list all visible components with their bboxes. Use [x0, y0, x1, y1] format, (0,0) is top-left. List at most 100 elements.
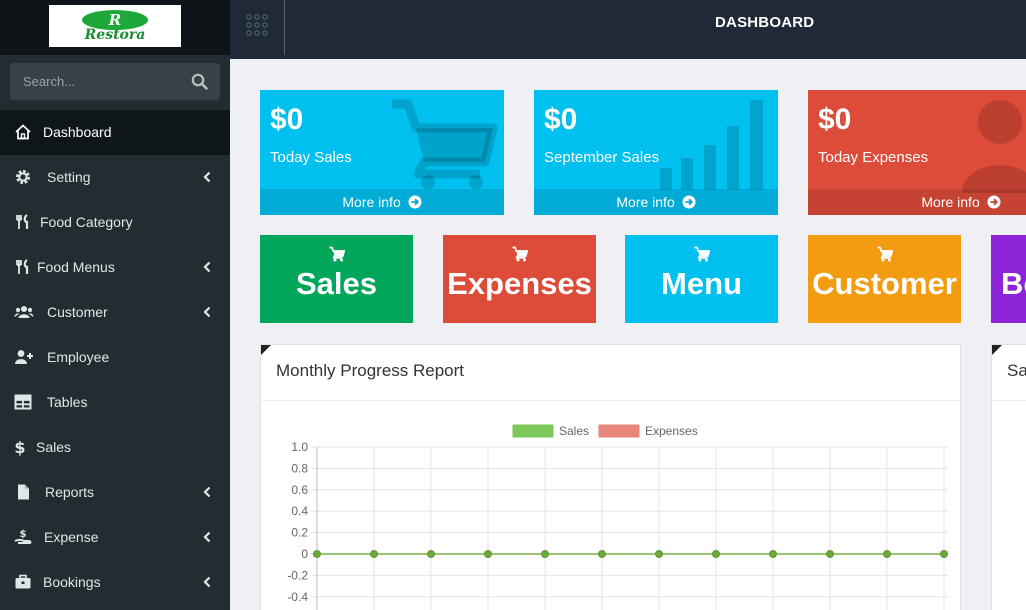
legend-swatch-0: [512, 424, 554, 438]
y-tick-label: -0.4: [287, 590, 308, 604]
cart-icon: [329, 246, 345, 262]
stat-label: September Sales: [544, 149, 660, 166]
y-tick-label: 0.8: [291, 461, 308, 475]
more-info-link[interactable]: More info: [260, 189, 504, 215]
data-point: [769, 550, 777, 558]
apps-grid-icon[interactable]: [244, 12, 270, 38]
card-title: Sa: [1007, 361, 1026, 380]
card-title: Monthly Progress Report: [276, 361, 465, 380]
y-tick-label: -0.2: [287, 568, 308, 582]
chevron-left-icon: [203, 576, 211, 588]
sidebar-item-label: Bookings: [43, 574, 101, 590]
card-corner-marker: [261, 345, 271, 355]
data-point: [370, 550, 378, 558]
data-point: [883, 550, 891, 558]
tile-label: Sales: [295, 266, 377, 301]
card-divider: [261, 400, 960, 401]
logo[interactable]: R Restora: [49, 5, 181, 47]
cart-icon: [694, 246, 710, 262]
more-info-label: More info: [342, 194, 401, 210]
sidebar-item-expense[interactable]: $ Expense: [0, 515, 230, 560]
page-title: DASHBOARD: [715, 14, 815, 31]
search-box: [10, 63, 220, 100]
sidebar-item-employee[interactable]: Employee: [0, 335, 230, 380]
tile-bookings[interactable]: Bo: [991, 235, 1026, 323]
sidebar-item-label: Food Category: [40, 214, 133, 230]
data-point: [826, 550, 834, 558]
sidebar-item-label: Reports: [45, 484, 95, 500]
cutlery-icon: [16, 214, 29, 229]
hand-money-icon: $: [14, 529, 32, 544]
stat-amount: $0: [270, 103, 304, 136]
legend-label-0: Sales: [559, 424, 589, 438]
more-info-link[interactable]: More info: [808, 189, 1026, 215]
sidebar-item-tables[interactable]: Tables: [0, 380, 230, 425]
briefcase-icon: [15, 574, 31, 589]
sidebar-item-customer[interactable]: Customer: [0, 290, 230, 335]
stat-today-expenses: $0 Today Expenses More info: [808, 90, 1026, 215]
sidebar-item-label: Dashboard: [43, 124, 112, 140]
stat-amount: $0: [818, 103, 852, 136]
sidebar-item-dashboard[interactable]: Dashboard: [0, 110, 230, 155]
stat-label: Today Sales: [270, 149, 352, 166]
y-tick-label: 0.6: [291, 483, 308, 497]
table-icon: [14, 394, 32, 410]
tile-menu[interactable]: Menu: [625, 235, 778, 323]
sidebar-menu: Dashboard Setting Food Category Food Men…: [0, 110, 230, 605]
sidebar-item-label: Setting: [47, 169, 91, 185]
chevron-left-icon: [203, 486, 211, 498]
sidebar: R Restora Dashboard Setting Food Categor…: [0, 0, 230, 610]
card-corner-marker: [992, 345, 1002, 355]
bar-chart-icon: [660, 100, 763, 190]
sidebar-item-setting[interactable]: Setting: [0, 155, 230, 200]
cart-icon: [392, 99, 498, 189]
sidebar-item-bookings[interactable]: Bookings: [0, 560, 230, 605]
tile-sales[interactable]: Sales: [260, 235, 413, 323]
more-info-link[interactable]: More info: [534, 189, 778, 215]
y-tick-label: 1.0: [291, 440, 308, 454]
arrow-circle-right-icon: [682, 195, 696, 209]
tile-label: Bo: [1001, 266, 1026, 301]
card-divider: [992, 400, 1026, 401]
data-point: [484, 550, 492, 558]
logo-text: Restora: [84, 26, 146, 43]
file-icon: [18, 484, 29, 500]
tile-customer[interactable]: Customer: [808, 235, 961, 323]
tile-expenses[interactable]: Expenses: [443, 235, 596, 323]
cutlery-icon: [16, 259, 29, 274]
data-point: [655, 550, 663, 558]
stat-month-sales: $0 September Sales More info: [534, 90, 778, 215]
sidebar-item-label: Customer: [47, 304, 108, 320]
search-input[interactable]: [10, 63, 185, 100]
home-icon: [15, 124, 31, 140]
sidebar-item-food-menus[interactable]: Food Menus: [0, 245, 230, 290]
search-icon[interactable]: [191, 73, 208, 90]
stat-label: Today Expenses: [818, 149, 929, 166]
sidebar-item-label: Employee: [47, 349, 110, 365]
tile-label: Menu: [661, 266, 742, 301]
data-point: [940, 550, 948, 558]
sidebar-item-sales[interactable]: $ Sales: [0, 425, 230, 470]
y-tick-label: 0.2: [291, 526, 308, 540]
chevron-left-icon: [203, 171, 211, 183]
cart-icon: [877, 246, 893, 262]
svg-text:$: $: [20, 529, 27, 540]
stat-today-sales: $0 Today Sales More info: [260, 90, 504, 215]
monthly-progress-chart: Sales Expenses 1.0 0.8 0.6 0.4 0.2 0 -0.2 -0.4: [287, 424, 948, 610]
sidebar-item-food-category[interactable]: Food Category: [0, 200, 230, 245]
tile-label: Expenses: [447, 266, 592, 301]
sidebar-item-label: Tables: [47, 394, 88, 410]
data-point: [541, 550, 549, 558]
legend-label-1: Expenses: [645, 424, 698, 438]
top-header: DASHBOARD: [230, 0, 1026, 59]
svg-text:$: $: [14, 438, 25, 456]
y-tick-label: 0: [301, 547, 308, 561]
chevron-left-icon: [203, 306, 211, 318]
gear-icon: [16, 170, 30, 184]
sidebar-item-reports[interactable]: Reports: [0, 470, 230, 515]
users-icon: [14, 306, 34, 318]
cart-icon: [512, 246, 528, 262]
sidebar-item-label: Food Menus: [37, 259, 115, 275]
user-plus-icon: [15, 350, 33, 364]
side-report-card: Sa: [991, 344, 1026, 610]
